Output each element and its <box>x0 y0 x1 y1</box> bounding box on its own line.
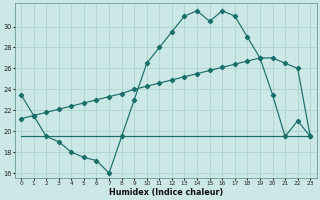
X-axis label: Humidex (Indice chaleur): Humidex (Indice chaleur) <box>108 188 223 197</box>
